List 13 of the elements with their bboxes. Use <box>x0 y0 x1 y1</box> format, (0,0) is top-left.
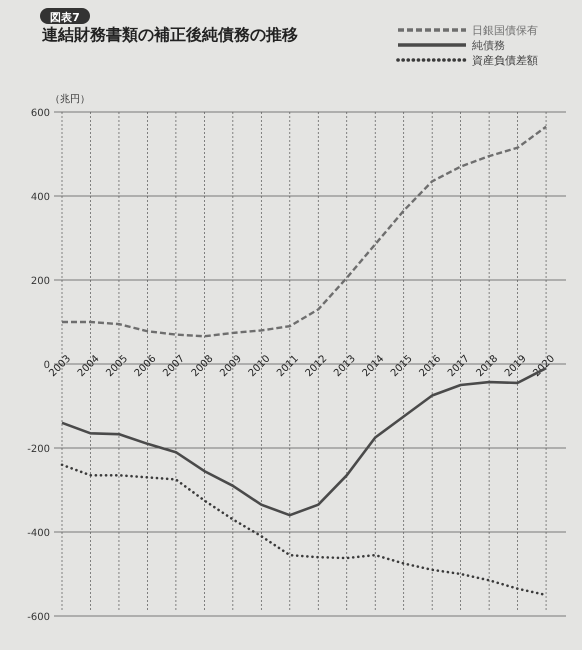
y-tick-label: -600 <box>27 612 50 623</box>
text: 資産負債差額 <box>472 54 538 67</box>
chart-title: 連結財務書類の補正後純債務の推移 <box>42 25 298 44</box>
text: 日銀国債保有 <box>472 24 538 37</box>
y-axis-title: （兆円） <box>50 93 90 105</box>
text: 純債務 <box>472 39 505 52</box>
y-tick-label: 0 <box>44 360 50 371</box>
y-tick-label: -400 <box>27 528 50 539</box>
y-tick-label: 200 <box>30 276 50 287</box>
y-tick-label: 400 <box>30 192 50 203</box>
y-tick-label: -200 <box>27 444 50 455</box>
text: 図表7 <box>50 11 80 24</box>
y-tick-label: 600 <box>30 108 50 119</box>
